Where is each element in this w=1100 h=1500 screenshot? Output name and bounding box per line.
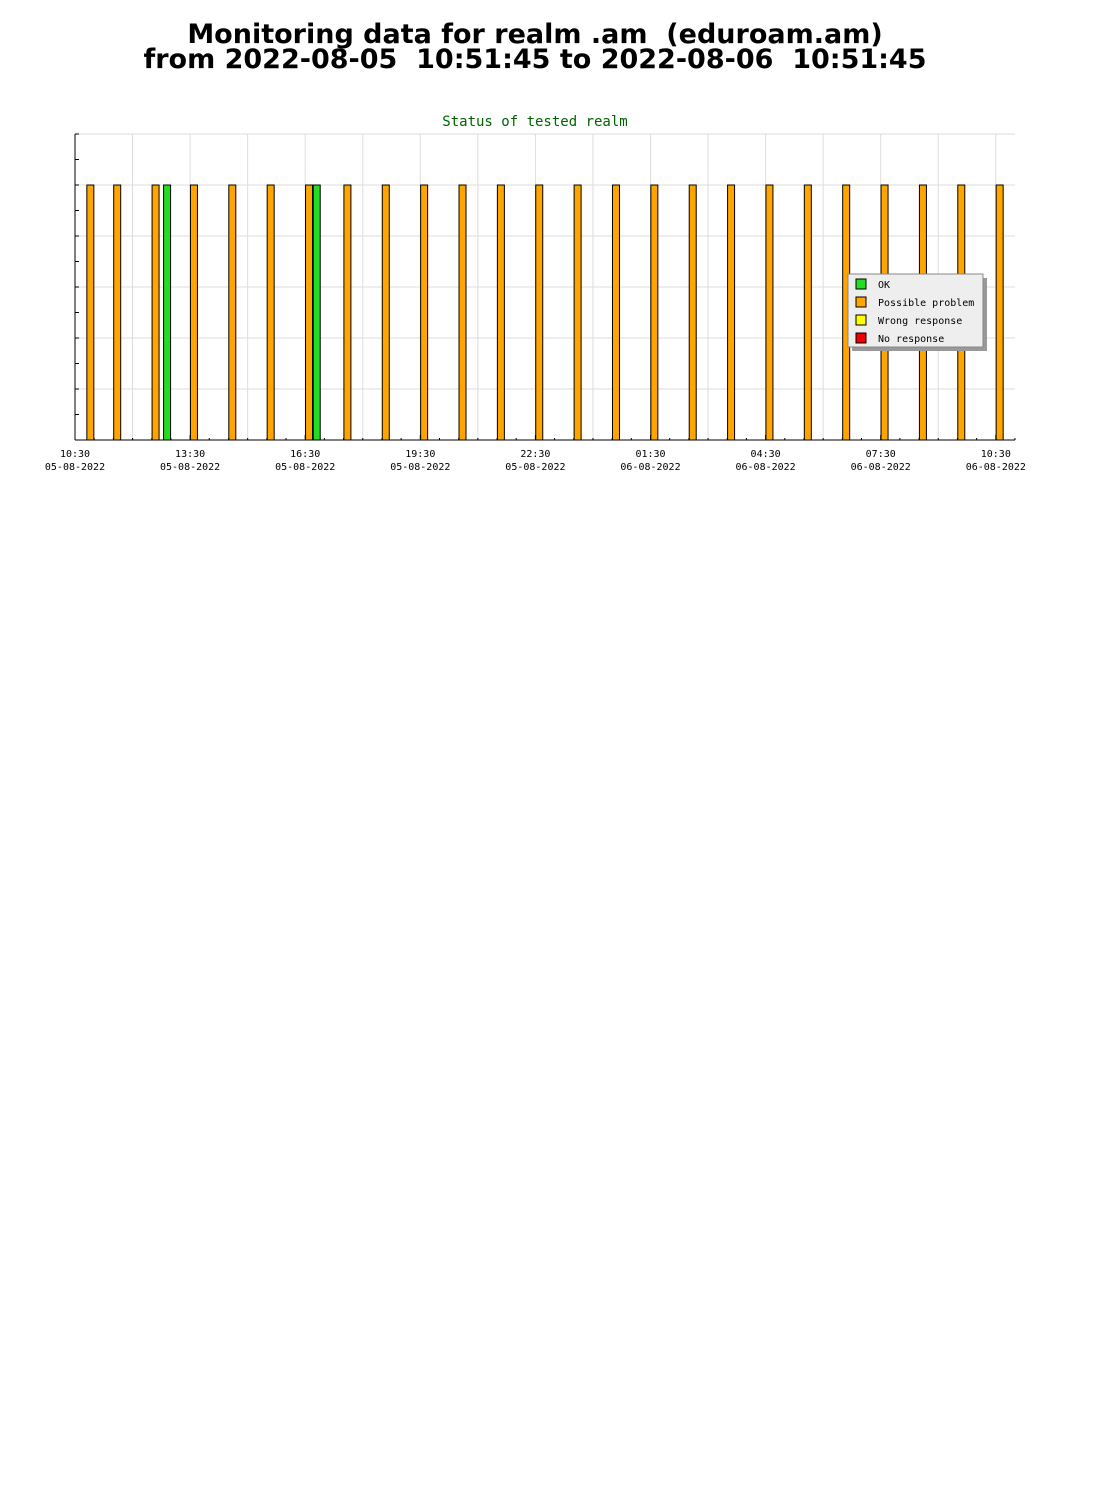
status-bar bbox=[305, 184, 314, 441]
x-tick-time: 01:30 bbox=[635, 449, 665, 460]
x-tick-date: 05-08-2022 bbox=[505, 462, 565, 473]
status-bar bbox=[611, 184, 620, 441]
x-tick-time: 10:30 bbox=[60, 449, 90, 460]
page-title: Monitoring data for realm .am (eduroam.a… bbox=[0, 19, 1070, 75]
status-bar bbox=[312, 184, 321, 441]
status-bar bbox=[688, 184, 697, 441]
x-tick-date: 06-08-2022 bbox=[851, 462, 911, 473]
x-tick-time: 04:30 bbox=[751, 449, 781, 460]
status-bar bbox=[420, 184, 429, 441]
status-bar bbox=[650, 184, 659, 441]
x-tick-time: 22:30 bbox=[520, 449, 550, 460]
x-tick-date: 06-08-2022 bbox=[736, 462, 796, 473]
x-tick-date: 05-08-2022 bbox=[390, 462, 450, 473]
title-line-2: from 2022-08-05 10:51:45 to 2022-08-06 1… bbox=[143, 44, 927, 75]
x-tick-date: 05-08-2022 bbox=[160, 462, 220, 473]
legend-swatch bbox=[855, 278, 867, 290]
status-bar bbox=[458, 184, 467, 441]
x-tick-date: 06-08-2022 bbox=[620, 462, 680, 473]
status-bar bbox=[151, 184, 160, 441]
status-bar bbox=[86, 184, 95, 441]
status-bar bbox=[803, 184, 812, 441]
status-bar bbox=[381, 184, 390, 441]
legend-label: OK bbox=[878, 280, 890, 291]
status-bar bbox=[113, 184, 122, 441]
x-tick-time: 19:30 bbox=[405, 449, 435, 460]
legend-swatch bbox=[855, 314, 867, 326]
x-tick-labels: 10:30 05-08-2022 13:30 05-08-2022 16:30 05-08… bbox=[45, 449, 1026, 473]
x-tick-date: 05-08-2022 bbox=[45, 462, 105, 473]
status-bar bbox=[535, 184, 544, 441]
x-tick-date: 05-08-2022 bbox=[275, 462, 335, 473]
chart-axes bbox=[74, 133, 1016, 441]
status-bar bbox=[189, 184, 198, 441]
legend-box bbox=[847, 273, 984, 348]
status-bar bbox=[995, 184, 1004, 441]
legend-label: Possible problem bbox=[878, 298, 974, 309]
x-tick-time: 13:30 bbox=[175, 449, 205, 460]
x-tick-time: 16:30 bbox=[290, 449, 320, 460]
status-bar bbox=[266, 184, 275, 441]
status-bar bbox=[727, 184, 736, 441]
legend-swatch bbox=[855, 296, 867, 308]
legend-swatch bbox=[855, 332, 867, 344]
title-line-1: Monitoring data for realm .am (eduroam.a… bbox=[187, 19, 883, 50]
status-bar bbox=[573, 184, 582, 441]
chart-title: Status of tested realm bbox=[442, 114, 627, 130]
x-tick-date: 06-08-2022 bbox=[966, 462, 1026, 473]
status-chart: Status of tested realm 10:30 05-08-2022 13… bbox=[45, 114, 1026, 473]
legend: OK Possible problem Wrong response No respo… bbox=[847, 273, 987, 351]
status-bar bbox=[765, 184, 774, 441]
status-bar bbox=[343, 184, 352, 441]
status-bar bbox=[163, 184, 172, 441]
legend-label: No response bbox=[878, 334, 944, 345]
status-bar bbox=[228, 184, 237, 441]
status-bar bbox=[496, 184, 505, 441]
legend-label: Wrong response bbox=[878, 316, 962, 327]
x-tick-time: 10:30 bbox=[981, 449, 1011, 460]
x-tick-time: 07:30 bbox=[866, 449, 896, 460]
